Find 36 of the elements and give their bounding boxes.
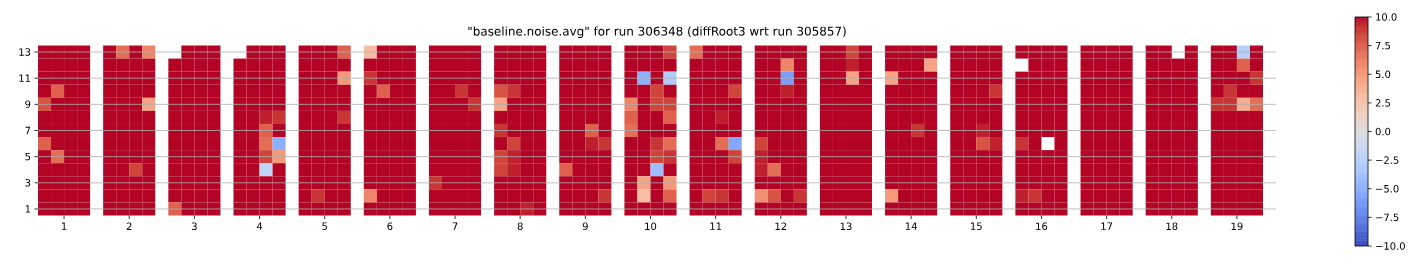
y-tick-label: 11 — [19, 74, 31, 82]
y-tick-label: 7 — [25, 126, 31, 135]
x-tick-label: 12 — [775, 222, 787, 230]
x-tick-label: 7 — [452, 222, 458, 230]
color-bar-label: 7.5 — [1375, 41, 1391, 50]
x-tick-label: 11 — [710, 222, 722, 230]
x-tick-label: 17 — [1101, 222, 1113, 230]
y-tick-label: 13 — [19, 48, 31, 56]
x-tick-label: 9 — [582, 222, 588, 231]
color-bar-label: −2.5 — [1376, 156, 1399, 164]
x-tick-label: 8 — [517, 222, 523, 231]
y-tick-label: 5 — [25, 152, 31, 161]
x-tick-label: 4 — [256, 222, 263, 230]
color-bar-label: 10.0 — [1376, 13, 1397, 21]
x-tick-label: 14 — [905, 222, 917, 230]
color-bar-label: −5.0 — [1376, 184, 1399, 193]
color-bar-label: 0.0 — [1375, 127, 1391, 136]
chart-title: "baseline.noise.avg" for run 306348 (diffRoot3 wrt run 305857) — [468, 26, 846, 38]
x-tick-label: 3 — [191, 222, 197, 231]
y-tick-label: 9 — [25, 100, 31, 109]
x-tick-label: 10 — [645, 222, 657, 231]
x-tick-label: 6 — [387, 222, 393, 231]
x-tick-label: 2 — [126, 222, 132, 230]
x-tick-label: 1 — [61, 222, 67, 230]
color-bar-label: −7.5 — [1376, 213, 1399, 222]
y-tick-label: 1 — [25, 205, 31, 213]
color-bar-label: 2.5 — [1375, 99, 1391, 107]
color-bar-label: −10.0 — [1376, 242, 1405, 250]
color-bar-label: 5.0 — [1375, 70, 1391, 79]
x-tick-label: 13 — [840, 222, 852, 231]
x-tick-label: 19 — [1231, 222, 1243, 231]
x-tick-label: 5 — [322, 222, 327, 230]
x-tick-label: 16 — [1036, 222, 1048, 231]
x-tick-label: 15 — [971, 222, 982, 230]
y-tick-label: 3 — [25, 179, 31, 187]
x-tick-label: 18 — [1166, 222, 1178, 231]
